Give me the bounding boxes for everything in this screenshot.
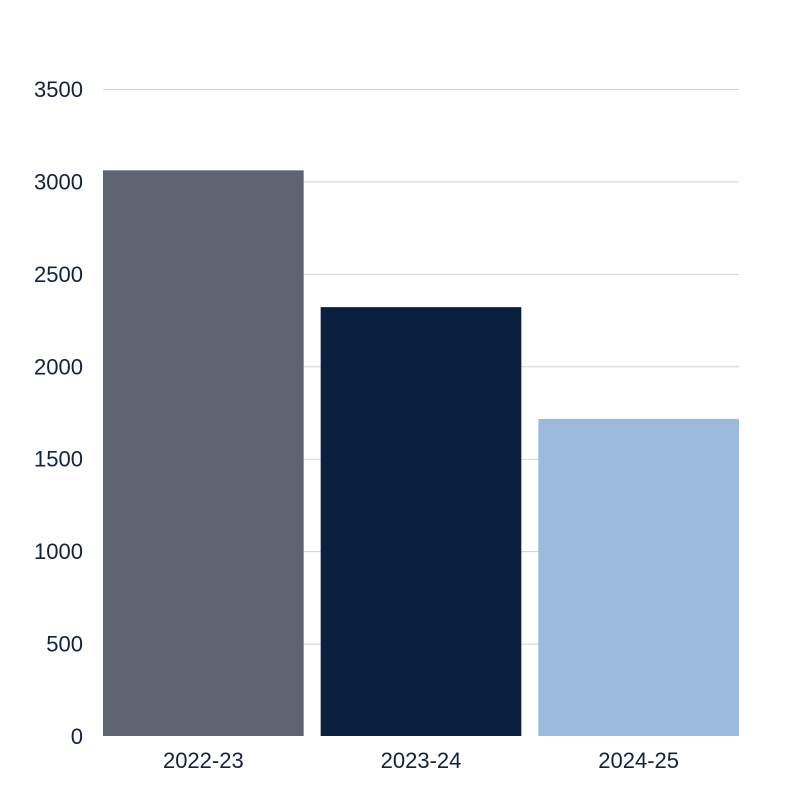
y-tick-label: 3500 [34,77,83,102]
x-axis-ticks: 2022-23 2023-24 2024-25 [163,748,679,773]
y-tick-label: 1000 [34,539,83,564]
bar-2024-25 [538,418,739,736]
x-tick-label: 2022-23 [163,748,244,773]
x-tick-label: 2024-25 [598,748,679,773]
y-tick-label: 1500 [34,447,83,472]
y-tick-label: 500 [46,632,83,657]
y-axis-ticks: 0 500 1000 1500 2000 2500 3000 3500 [34,77,83,749]
x-tick-label: 2023-24 [381,748,462,773]
y-tick-label: 0 [71,724,83,749]
y-tick-label: 2000 [34,354,83,379]
bars [103,170,739,736]
y-tick-label: 2500 [34,262,83,287]
y-tick-label: 3000 [34,169,83,194]
bar-2023-24 [320,307,522,736]
bar-2022-23 [103,170,304,736]
